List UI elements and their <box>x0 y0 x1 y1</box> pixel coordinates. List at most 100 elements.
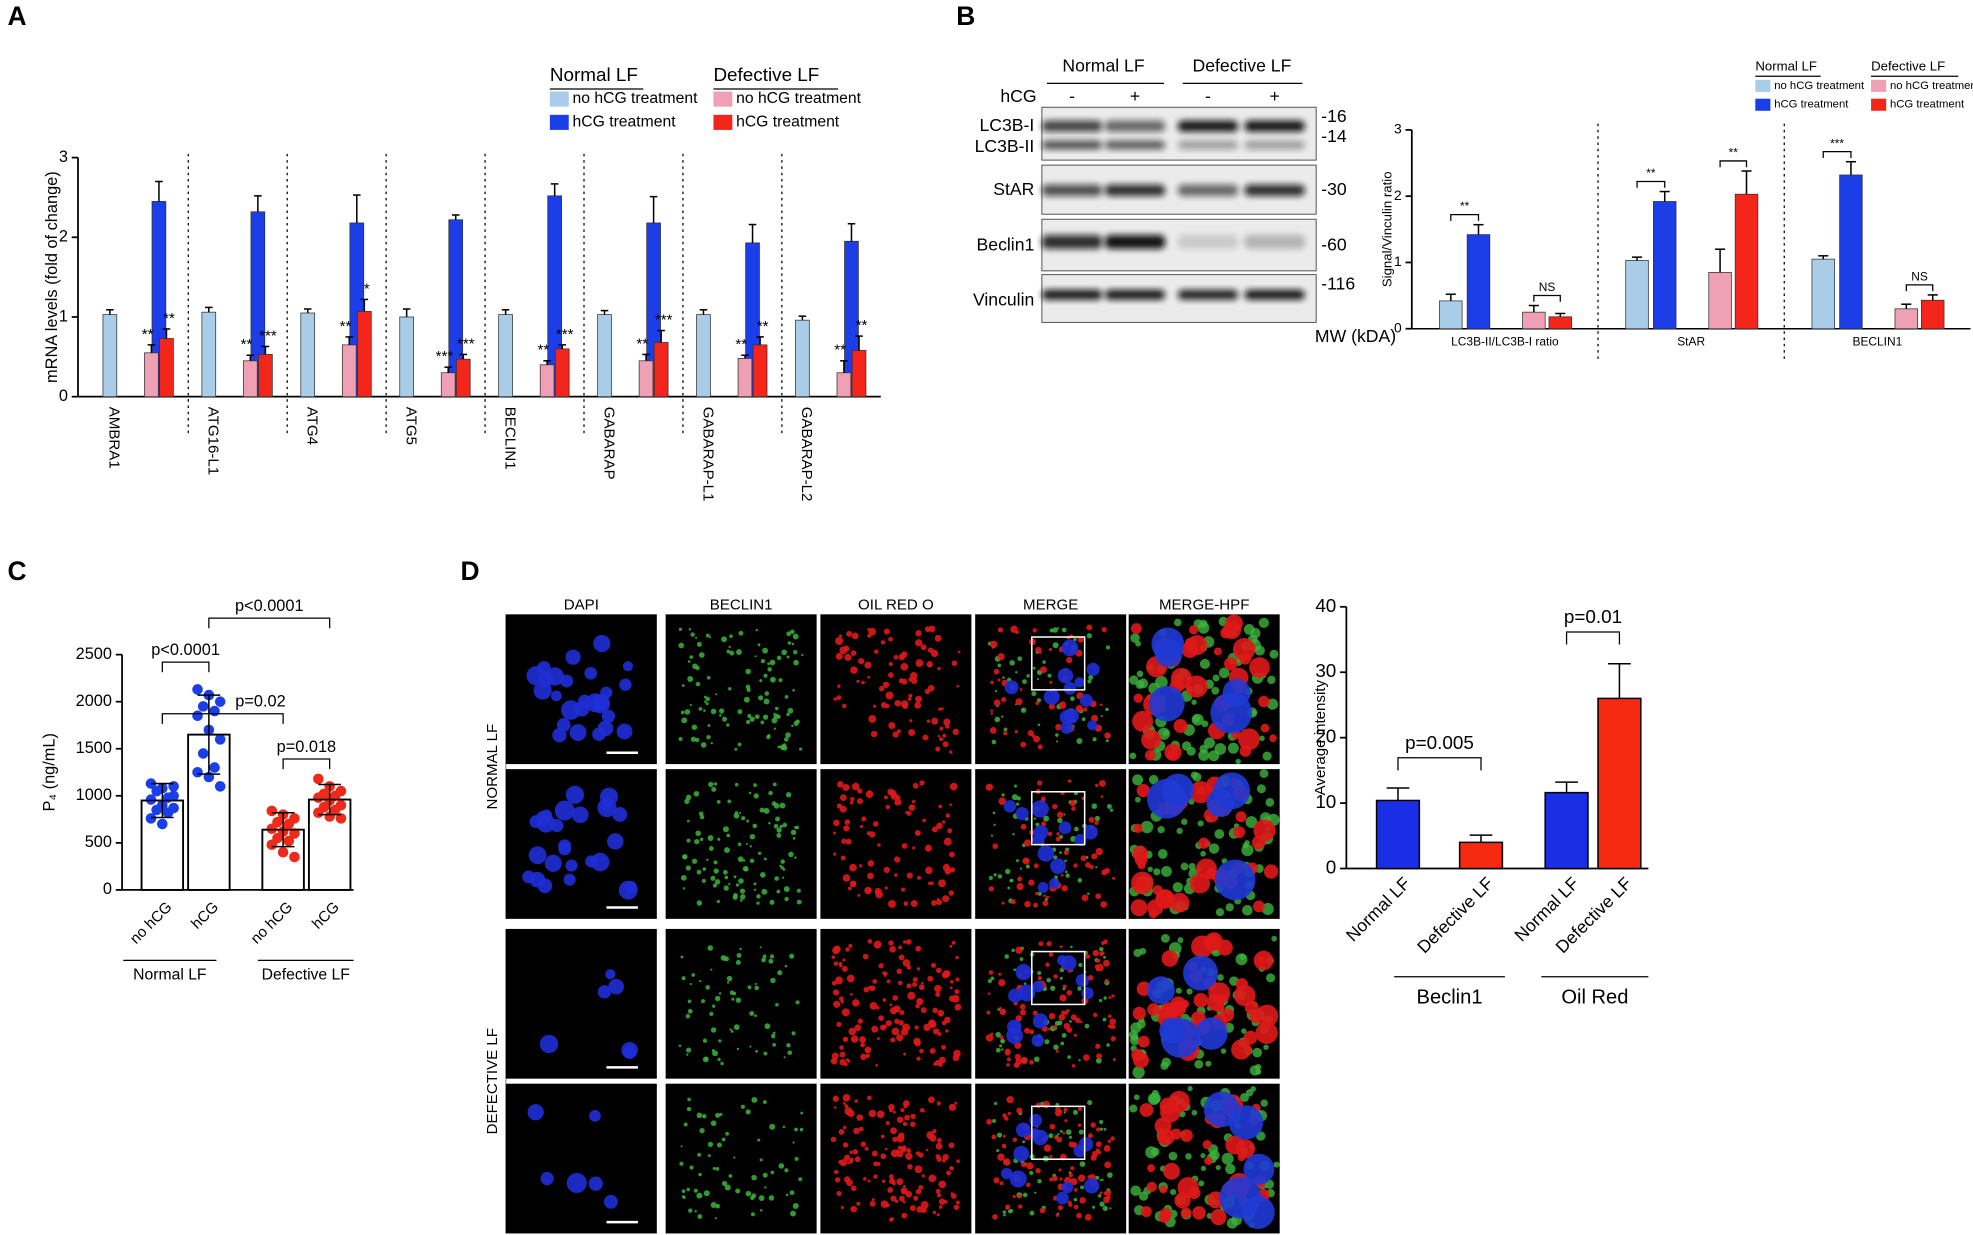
micrograph-dot <box>1037 780 1043 786</box>
micrograph-dot <box>736 649 742 655</box>
micrograph-dot <box>1004 954 1010 959</box>
micrograph-dot <box>786 655 790 659</box>
micrograph-dot <box>848 943 853 948</box>
micrograph-dot <box>849 880 857 888</box>
bar <box>159 338 174 398</box>
micrograph-dot <box>900 662 909 671</box>
micrograph-dot <box>875 1063 879 1067</box>
micrograph-dot <box>681 717 688 724</box>
micrograph-dot <box>998 972 1002 976</box>
micrograph-dot <box>689 655 694 659</box>
micrograph-dot <box>1018 1204 1023 1209</box>
micrograph-dot <box>938 1062 943 1067</box>
micrograph-dot <box>686 1106 692 1112</box>
error-bar <box>1659 190 1670 202</box>
micrograph-dot <box>880 1024 886 1031</box>
micrograph-dot <box>927 684 935 692</box>
micrograph-dot <box>778 678 783 683</box>
micrograph-dot <box>1199 744 1208 754</box>
row-group-label: DEFECTIVE LF <box>484 1028 501 1134</box>
micrograph-dot <box>1104 979 1109 984</box>
bar <box>440 372 456 398</box>
micrograph-dot <box>1073 1197 1078 1202</box>
micrograph-dot <box>907 697 912 701</box>
micrograph-dot <box>1185 1153 1192 1160</box>
legend-swatch <box>713 114 733 130</box>
micrograph-dot <box>840 1205 844 1210</box>
micrograph-dot <box>888 1103 895 1111</box>
micrograph-dot <box>729 1028 732 1031</box>
micrograph-dot <box>702 1038 708 1043</box>
significance-label: ** <box>1729 146 1739 160</box>
micrograph-dot <box>1109 808 1114 812</box>
error-bar <box>155 180 163 202</box>
micrograph-dot <box>776 655 782 661</box>
micrograph-dot <box>1015 630 1019 635</box>
micrograph-dot <box>993 699 1001 707</box>
blot-marker-label: -14 <box>1321 126 1347 146</box>
bar <box>1708 272 1732 330</box>
micrograph-dot <box>849 800 854 805</box>
micrograph-dot <box>1087 1133 1093 1139</box>
micrograph-dot <box>878 963 884 969</box>
micrograph-dot <box>691 973 696 977</box>
micrograph-dot <box>1063 849 1069 856</box>
micrograph-dot <box>1070 1178 1078 1186</box>
micrograph-dot <box>1076 738 1083 744</box>
error-bar <box>1845 160 1856 175</box>
error-bar <box>1445 293 1456 301</box>
micrograph-dot <box>1048 952 1054 957</box>
y-tick-label: 40 <box>1315 595 1336 616</box>
micrograph-dot <box>1188 862 1196 871</box>
micrograph-dot <box>535 810 551 826</box>
micrograph-dot <box>1091 714 1099 722</box>
micrograph-dot <box>1147 866 1153 872</box>
micrograph-dot <box>954 1003 962 1011</box>
micrograph-dot <box>1074 677 1085 688</box>
micrograph-dot <box>949 867 956 873</box>
micrograph-dot <box>1029 1170 1034 1175</box>
micrograph-dot <box>923 1023 931 1032</box>
micrograph-dot <box>938 737 944 742</box>
micrograph-dot <box>995 1047 1001 1053</box>
micrograph-dot <box>838 996 844 1002</box>
legend-label: hCG treatment <box>573 114 677 131</box>
micrograph-dot <box>934 984 942 993</box>
micrograph-dot <box>900 700 909 708</box>
y-tick-label: 500 <box>85 833 112 851</box>
micrograph-dot <box>734 782 739 787</box>
micrograph-dot <box>696 900 703 906</box>
micrograph-dot <box>754 985 759 991</box>
micrograph-dot <box>789 953 795 959</box>
micrograph-dot <box>857 893 861 897</box>
inset-box <box>1031 791 1086 846</box>
micrograph-dot <box>707 724 711 727</box>
data-point <box>209 705 220 717</box>
micrograph-dot <box>1047 1027 1051 1031</box>
micrograph-dot <box>918 1152 924 1158</box>
micrograph-dot <box>874 649 879 654</box>
micrograph-dot <box>742 865 749 872</box>
micrograph-dot <box>745 842 748 845</box>
micrograph-dot <box>1040 666 1047 674</box>
micrograph-dot <box>902 1184 906 1188</box>
micrograph-dot <box>763 857 767 861</box>
micrograph-dot <box>905 1190 913 1198</box>
micrograph-dot <box>1043 688 1060 705</box>
micrograph-dot <box>1084 1023 1090 1029</box>
micrograph-dot <box>1065 1129 1072 1135</box>
micrograph-dot <box>1023 839 1032 847</box>
micrograph-dot <box>910 1121 916 1128</box>
micrograph-dot <box>1087 975 1094 981</box>
micrograph-dot <box>619 678 632 691</box>
micrograph-dot <box>1003 727 1008 732</box>
micrograph-dot <box>1147 1003 1160 1016</box>
micrograph-dot <box>937 1032 942 1036</box>
micrograph-dot <box>763 807 770 814</box>
micrograph-dot <box>705 702 709 706</box>
micrograph-dot <box>565 649 581 665</box>
micrograph-dot <box>915 659 924 668</box>
error-bar <box>1715 248 1726 273</box>
micrograph-dot <box>1076 1212 1082 1219</box>
micrograph-dot <box>833 1106 837 1109</box>
